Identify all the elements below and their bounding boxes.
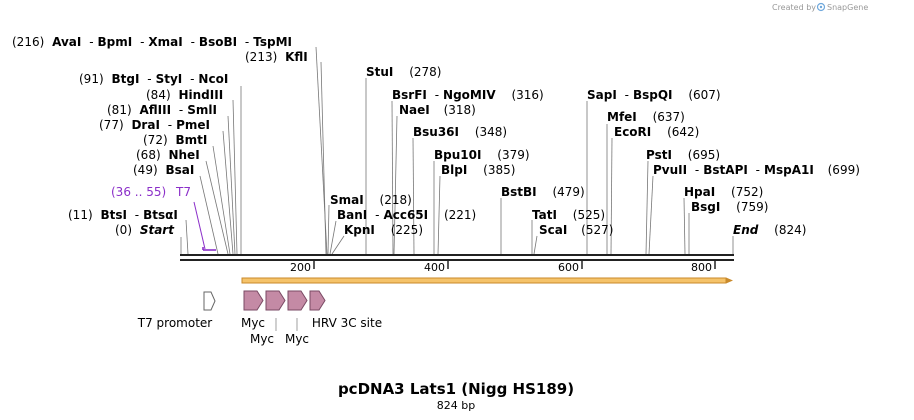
site-label: (81) AflIII - SmlI xyxy=(107,103,217,117)
site-label: (213) KflI xyxy=(245,50,308,64)
feature-myc-3 xyxy=(287,290,308,311)
site-label: PvuII - BstAPI - MspA1I (699) xyxy=(653,163,860,177)
site-label: (91) BtgI - StyI - NcoI xyxy=(79,72,228,86)
credit-prefix: Created by xyxy=(772,3,816,12)
orf-arrow xyxy=(241,277,733,284)
site-label: BstBI (479) xyxy=(501,185,585,199)
site-label: (11) BtsI - BtsαI xyxy=(68,208,178,222)
site-label: EcoRI (642) xyxy=(614,125,699,139)
site-label: TatI (525) xyxy=(532,208,605,222)
feature-label: Myc xyxy=(241,316,265,330)
site-labels: (216) AvaI - BpmI - XmaI - BsoBI - TspMI (21… xyxy=(12,35,860,237)
site-label: BsgI (759) xyxy=(691,200,768,214)
site-label: MfeI (637) xyxy=(607,110,685,124)
ruler-tick-label: 200 xyxy=(290,261,311,274)
ruler-tick-label: 600 xyxy=(558,261,579,274)
site-label: (84) HindIII xyxy=(146,88,223,102)
sequence-backbone xyxy=(180,254,734,261)
site-label: (49) BsaI xyxy=(133,163,194,177)
site-label: NaeI (318) xyxy=(399,103,476,117)
site-label: Bpu10I (379) xyxy=(434,148,530,162)
feature-t7-promoter xyxy=(203,291,216,311)
site-label: (68) NheI xyxy=(136,148,200,162)
credit-brand: SnapGene xyxy=(827,3,868,12)
snapgene-logo-icon xyxy=(816,2,826,12)
site-label: BanI - Acc65I (221) xyxy=(337,208,476,222)
ruler: 200 400 600 800 xyxy=(290,261,716,274)
site-label: Bsu36I (348) xyxy=(413,125,507,139)
primer-binding-mark xyxy=(202,247,216,251)
feature-label: Myc xyxy=(250,332,274,346)
ruler-tick-label: 400 xyxy=(424,261,445,274)
feature-myc-1 xyxy=(243,290,264,311)
site-label: SmaI (218) xyxy=(330,193,412,207)
site-label: StuI (278) xyxy=(366,65,442,79)
site-label: PstI (695) xyxy=(646,148,720,162)
map-title: pcDNA3 Lats1 (Nigg HS189) xyxy=(338,380,574,398)
feature-label: T7 promoter xyxy=(137,316,213,330)
map-length: 824 bp xyxy=(437,399,475,412)
site-connector-lines xyxy=(180,46,734,255)
feature-hrv-3c-site xyxy=(309,290,326,311)
site-label: BlpI (385) xyxy=(441,163,515,177)
feature-label: HRV 3C site xyxy=(312,316,382,330)
site-label: (72) BmtI xyxy=(143,133,207,147)
site-label: (77) DraI - PmeI xyxy=(99,118,210,132)
feature-label: Myc xyxy=(285,332,309,346)
primer-connector xyxy=(193,201,206,250)
site-label: (216) AvaI - BpmI - XmaI - BsoBI - TspMI xyxy=(12,35,292,49)
feature-myc-2 xyxy=(265,290,286,311)
site-label: BsrFI - NgoMIV (316) xyxy=(392,88,544,102)
site-label: KpnI (225) xyxy=(344,223,423,237)
site-label: HpaI (752) xyxy=(684,185,763,199)
end-marker-label: End (824) xyxy=(733,223,806,237)
ruler-tick-label: 800 xyxy=(691,261,712,274)
site-label: ScaI (527) xyxy=(539,223,613,237)
site-label: SapI - BspQI (607) xyxy=(587,88,721,102)
primer-label: (36 .. 55) T7 xyxy=(111,185,191,199)
start-marker-label: (0) Start xyxy=(115,223,175,237)
